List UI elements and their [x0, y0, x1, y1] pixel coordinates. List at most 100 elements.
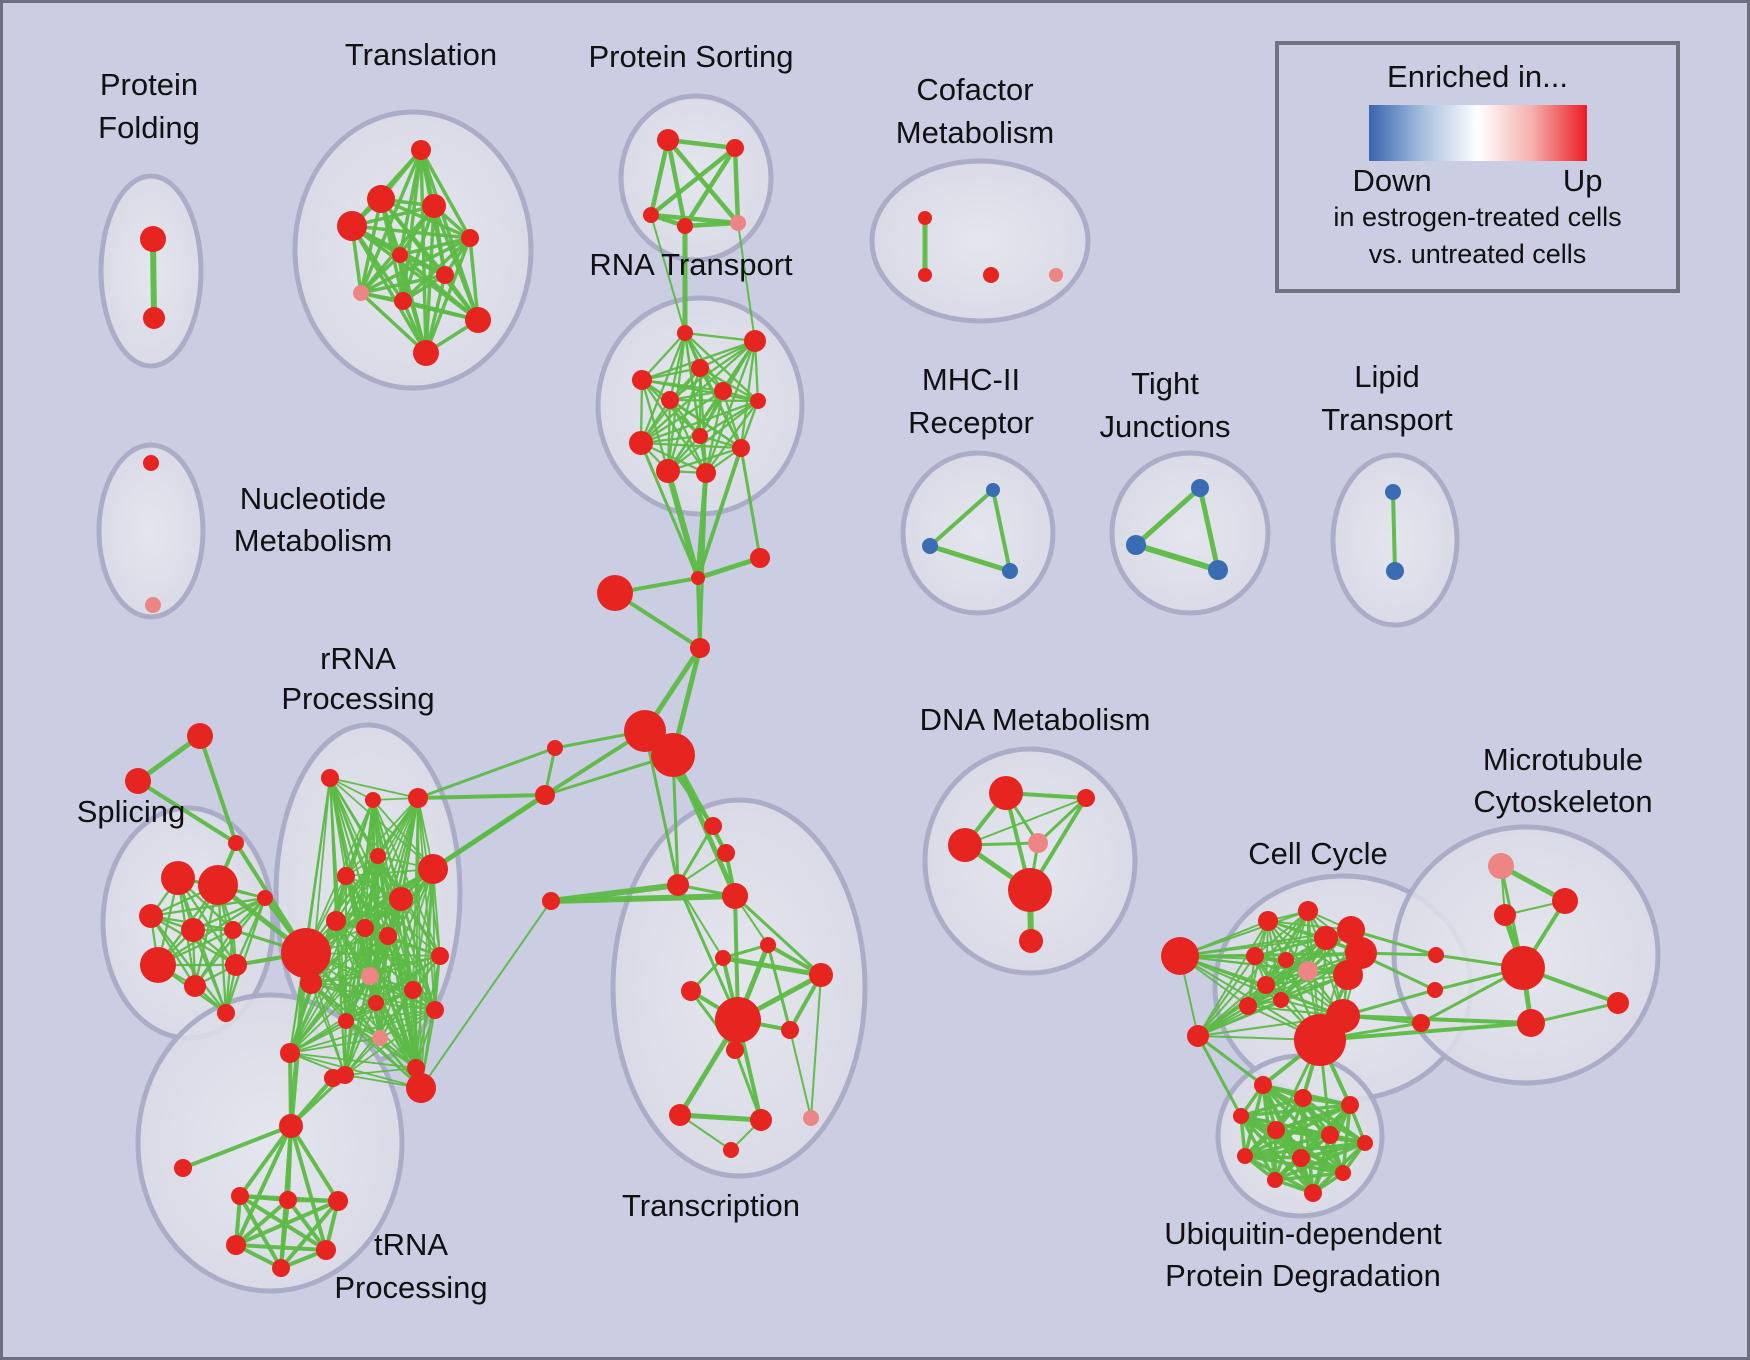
node-sp-3[interactable]	[181, 918, 205, 942]
node-rt-11[interactable]	[696, 463, 716, 483]
node-rr-3[interactable]	[370, 848, 386, 864]
node-tx-8[interactable]	[715, 997, 761, 1043]
node-lt-0[interactable]	[1385, 484, 1401, 500]
node-tr-9[interactable]	[465, 307, 491, 333]
node-cm-1[interactable]	[918, 268, 932, 282]
node-sp-1[interactable]	[198, 865, 238, 905]
node-cc-14[interactable]	[1326, 999, 1360, 1033]
node-mt-5[interactable]	[1427, 982, 1443, 998]
node-rr-16[interactable]	[338, 1013, 354, 1029]
node-tj-1[interactable]	[1126, 535, 1146, 555]
node-trn-6[interactable]	[226, 1235, 246, 1255]
node-ub-9[interactable]	[1335, 1165, 1351, 1181]
node-ub-10[interactable]	[1267, 1172, 1283, 1188]
node-sp-6[interactable]	[140, 947, 176, 983]
node-mhc-1[interactable]	[922, 538, 938, 554]
node-ub-1[interactable]	[1294, 1089, 1312, 1107]
node-sp-8[interactable]	[225, 954, 247, 976]
node-rt-5[interactable]	[661, 391, 679, 409]
node-sp-4[interactable]	[224, 921, 242, 939]
node-rr-4[interactable]	[337, 867, 355, 885]
node-dna-3[interactable]	[1028, 833, 1048, 853]
node-rr-10[interactable]	[281, 928, 331, 978]
node-ub-6[interactable]	[1357, 1135, 1373, 1151]
node-cn-5[interactable]	[651, 733, 695, 777]
node-trn-4[interactable]	[279, 1191, 297, 1209]
node-tx-9[interactable]	[781, 1021, 799, 1039]
node-rt-1[interactable]	[744, 330, 766, 352]
node-rt-7[interactable]	[629, 431, 653, 455]
node-cm-3[interactable]	[1049, 268, 1063, 282]
node-tx-13[interactable]	[803, 1110, 819, 1126]
node-ps-1[interactable]	[726, 139, 744, 157]
node-cc-4[interactable]	[1314, 926, 1338, 950]
node-rt-9[interactable]	[732, 439, 750, 457]
node-tr-5[interactable]	[392, 247, 408, 263]
node-sp-9[interactable]	[217, 1004, 235, 1022]
node-cn-8[interactable]	[542, 892, 560, 910]
node-nm-0[interactable]	[143, 455, 159, 471]
node-tx-3[interactable]	[722, 883, 748, 909]
node-rr-7[interactable]	[326, 911, 346, 931]
node-cc-6[interactable]	[1278, 952, 1294, 968]
node-rt-0[interactable]	[677, 325, 693, 341]
node-cc-5[interactable]	[1246, 947, 1264, 965]
node-dna-0[interactable]	[989, 776, 1023, 810]
node-trn-0[interactable]	[279, 1114, 303, 1138]
node-sp-7[interactable]	[184, 975, 206, 997]
node-cc-7[interactable]	[1298, 961, 1318, 981]
node-tx-14[interactable]	[723, 1142, 739, 1158]
node-rr-17[interactable]	[368, 995, 384, 1011]
node-ub-8[interactable]	[1292, 1149, 1310, 1167]
node-st-1[interactable]	[125, 768, 151, 794]
node-rr-14[interactable]	[431, 947, 449, 965]
node-tr-6[interactable]	[436, 266, 454, 284]
node-mt-2[interactable]	[1494, 904, 1516, 926]
node-dna-5[interactable]	[1019, 929, 1043, 953]
node-cn-6[interactable]	[547, 740, 563, 756]
node-mt-1[interactable]	[1552, 888, 1578, 914]
node-rr-15[interactable]	[426, 1001, 444, 1019]
node-ps-4[interactable]	[730, 215, 746, 231]
node-tr-0[interactable]	[411, 140, 431, 160]
node-cc-9[interactable]	[1337, 916, 1365, 944]
node-sp-0[interactable]	[161, 861, 195, 895]
node-sp-2[interactable]	[139, 904, 163, 928]
node-tr-8[interactable]	[394, 292, 412, 310]
node-lt-1[interactable]	[1386, 562, 1404, 580]
node-rt-4[interactable]	[714, 382, 732, 400]
node-rt-2[interactable]	[691, 359, 709, 377]
node-dna-2[interactable]	[948, 828, 982, 862]
node-rr-9[interactable]	[379, 927, 397, 945]
node-tx-11[interactable]	[669, 1104, 691, 1126]
node-cc-0[interactable]	[1161, 937, 1199, 975]
node-trn-3[interactable]	[231, 1187, 249, 1205]
node-rr-11[interactable]	[300, 972, 322, 994]
node-mhc-2[interactable]	[1002, 563, 1018, 579]
node-tx-0[interactable]	[704, 817, 722, 835]
node-rr-19[interactable]	[372, 1030, 388, 1046]
node-rr-0[interactable]	[321, 769, 339, 787]
node-tx-12[interactable]	[750, 1109, 772, 1131]
node-mt-7[interactable]	[1517, 1009, 1545, 1037]
node-rr-13[interactable]	[404, 981, 422, 999]
node-st-2[interactable]	[228, 835, 244, 851]
node-tx-1[interactable]	[717, 844, 735, 862]
node-tr-4[interactable]	[461, 229, 479, 247]
node-nm-1[interactable]	[145, 597, 161, 613]
node-mt-3[interactable]	[1501, 946, 1545, 990]
node-mt-6[interactable]	[1412, 1014, 1430, 1032]
node-ub-11[interactable]	[1304, 1184, 1322, 1202]
node-ub-2[interactable]	[1341, 1096, 1359, 1114]
node-dna-4[interactable]	[1008, 868, 1052, 912]
node-tx-4[interactable]	[715, 950, 731, 966]
node-ub-7[interactable]	[1237, 1148, 1253, 1164]
node-rr-5[interactable]	[418, 854, 448, 884]
node-tx-10[interactable]	[726, 1041, 744, 1059]
node-cc-15[interactable]	[1333, 960, 1363, 990]
node-ps-0[interactable]	[657, 129, 679, 151]
node-tr-10[interactable]	[413, 340, 439, 366]
node-pf-0[interactable]	[140, 226, 166, 252]
node-tr-3[interactable]	[337, 211, 367, 241]
node-ub-3[interactable]	[1233, 1108, 1249, 1124]
